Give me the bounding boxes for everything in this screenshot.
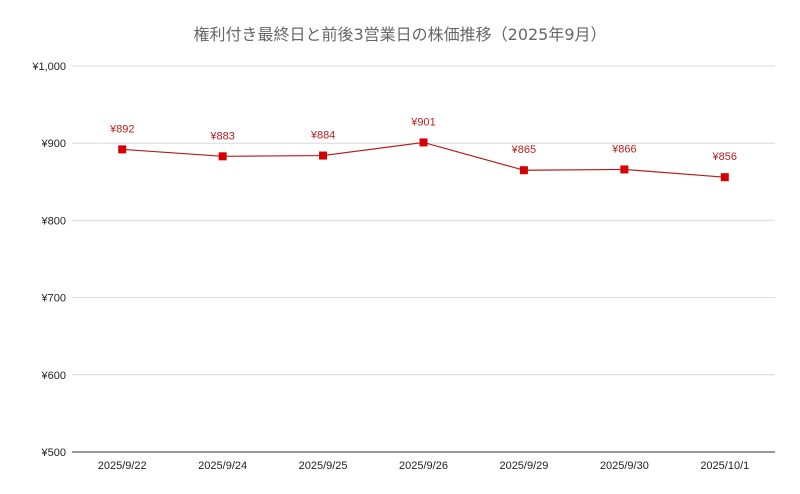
data-point	[620, 165, 629, 174]
data-label: ¥865	[511, 144, 536, 156]
y-tick-label: ¥500	[41, 447, 66, 459]
x-tick-label: 2025/9/26	[399, 460, 448, 472]
data-label: ¥884	[310, 130, 335, 142]
x-tick-label: 2025/10/1	[700, 460, 749, 472]
chart-title: 権利付き最終日と前後3営業日の株価推移（2025年9月）	[193, 25, 606, 44]
x-axis-ticks: 2025/9/22 2025/9/24 2025/9/25 2025/9/26 2025…	[98, 460, 750, 472]
x-tick-label: 2025/9/29	[499, 460, 548, 472]
y-tick-label: ¥900	[41, 138, 66, 150]
y-tick-label: ¥700	[41, 293, 66, 305]
data-label: ¥866	[611, 143, 636, 155]
x-tick-label: 2025/9/22	[98, 460, 147, 472]
y-tick-label: ¥600	[41, 370, 66, 382]
data-point	[519, 166, 528, 175]
data-point	[419, 138, 428, 147]
data-label: ¥856	[712, 151, 737, 163]
x-tick-label: 2025/9/30	[600, 460, 649, 472]
grid-lines	[72, 65, 775, 376]
y-tick-label: ¥1,000	[31, 61, 66, 73]
data-point	[218, 152, 227, 161]
data-point	[720, 173, 729, 182]
series: ¥892 ¥883 ¥884 ¥901 ¥865 ¥866 ¥856	[109, 116, 737, 182]
y-tick-label: ¥800	[41, 215, 66, 227]
x-tick-label: 2025/9/25	[299, 460, 348, 472]
x-tick-label: 2025/9/24	[198, 460, 247, 472]
data-point	[319, 151, 328, 160]
data-label: ¥901	[410, 116, 435, 128]
data-label: ¥892	[109, 123, 134, 135]
data-label: ¥883	[209, 130, 234, 142]
y-axis-ticks: ¥500 ¥600 ¥700 ¥800 ¥900 ¥1,000	[31, 61, 66, 459]
data-point	[118, 145, 127, 154]
